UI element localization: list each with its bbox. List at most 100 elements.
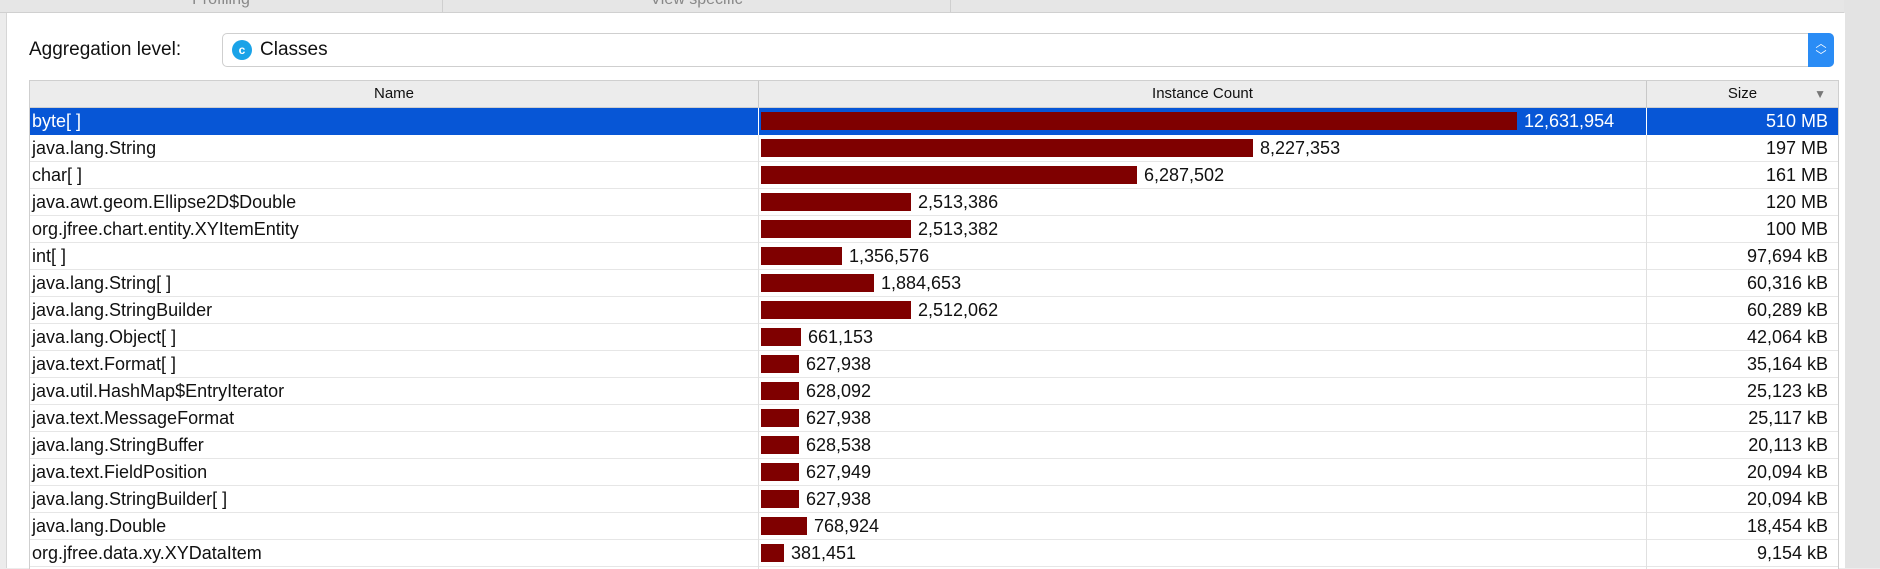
size-value: 20,094 kB — [1746, 462, 1828, 482]
instance-count-value: 627,938 — [806, 489, 872, 509]
column-header-instance-count[interactable]: Instance Count — [759, 81, 1647, 107]
instance-count-cell: 661,153 — [759, 324, 1647, 351]
table-row[interactable]: java.text.Format[ ] 627,938 35,164 kB — [30, 351, 1838, 378]
size-value: 60,289 kB — [1746, 300, 1828, 320]
aggregation-value: Classes — [260, 39, 328, 60]
class-name: java.text.Format[ ] — [30, 351, 759, 378]
size-value: 60,316 kB — [1746, 273, 1828, 293]
tab-profiling[interactable]: Profiling — [0, 0, 442, 9]
class-name: java.lang.Double — [30, 513, 759, 540]
table-row[interactable]: java.lang.StringBuilder[ ] 627,938 20,094 … — [30, 486, 1838, 513]
instance-count-cell: 1,884,653 — [759, 270, 1647, 297]
size-value: 197 MB — [1765, 138, 1828, 158]
class-name: byte[ ] — [30, 108, 759, 135]
instance-count-bar — [761, 490, 799, 508]
table-row[interactable]: java.lang.StringBuffer 628,538 20,113 kB — [30, 432, 1838, 459]
instance-count-cell: 8,227,353 — [759, 135, 1647, 162]
table-row[interactable]: java.text.FieldPosition 627,949 20,094 kB — [30, 459, 1838, 486]
class-name: org.jfree.data.xy.XYDataItem — [30, 540, 759, 567]
instance-count-cell: 2,513,382 — [759, 216, 1647, 243]
aggregation-label: Aggregation level: — [29, 39, 182, 60]
table-row[interactable]: char[ ] 6,287,502 161 MB — [30, 162, 1838, 189]
class-name: java.lang.StringBuffer — [30, 432, 759, 459]
class-name: java.text.MessageFormat — [30, 405, 759, 432]
class-name: java.lang.StringBuilder — [30, 297, 759, 324]
instance-count-bar — [761, 355, 799, 373]
table-row[interactable]: java.lang.String[ ] 1,884,653 60,316 kB — [30, 270, 1838, 297]
instance-count-cell: 381,451 — [759, 540, 1647, 567]
class-name: char[ ] — [30, 162, 759, 189]
instance-count-bar — [761, 463, 799, 481]
instance-count-cell: 627,938 — [759, 351, 1647, 378]
instance-count-value: 381,451 — [791, 543, 857, 563]
instance-count-bar — [761, 382, 799, 400]
class-name: org.jfree.chart.entity.XYItemEntity — [30, 216, 759, 243]
instance-count-bar — [761, 544, 784, 562]
column-label: Name — [373, 85, 414, 102]
table-header: Name Instance Count Size ▼ — [30, 81, 1838, 108]
instance-count-bar — [761, 193, 911, 211]
instance-count-cell: 627,949 — [759, 459, 1647, 486]
instance-count-value: 768,924 — [814, 516, 880, 536]
instance-count-cell: 2,512,062 — [759, 297, 1647, 324]
instance-count-bar — [761, 274, 874, 292]
instance-count-cell: 6,287,502 — [759, 162, 1647, 189]
tab-view-specific[interactable]: View specific — [443, 0, 950, 9]
instance-count-cell: 628,092 — [759, 378, 1647, 405]
instance-count-value: 627,949 — [806, 462, 872, 482]
table-row[interactable]: java.text.MessageFormat 627,938 25,117 kB — [30, 405, 1838, 432]
table-row[interactable]: java.lang.StringBuilder 2,512,062 60,289 k… — [30, 297, 1838, 324]
sort-descending-icon: ▼ — [1814, 87, 1826, 101]
instance-count-cell: 627,938 — [759, 486, 1647, 513]
table-row[interactable]: java.awt.geom.Ellipse2D$Double 2,513,386 1… — [30, 189, 1838, 216]
class-name: java.lang.String[ ] — [30, 270, 759, 297]
column-header-size[interactable]: Size ▼ — [1647, 81, 1838, 107]
instance-count-bar — [761, 409, 799, 427]
column-label: Instance Count — [1152, 85, 1253, 102]
instance-count-value: 627,938 — [806, 354, 872, 374]
instance-count-bar — [761, 112, 1517, 130]
instance-count-cell: 1,356,576 — [759, 243, 1647, 270]
table-row[interactable]: org.jfree.chart.entity.XYItemEntity 2,513… — [30, 216, 1838, 243]
column-header-name[interactable]: Name — [30, 81, 759, 107]
size-value: 20,113 kB — [1748, 435, 1828, 455]
instance-count-bar — [761, 220, 911, 238]
instance-count-cell: 12,631,954 — [759, 108, 1647, 135]
size-value: 42,064 kB — [1746, 327, 1828, 347]
size-value: 25,117 kB — [1748, 408, 1828, 428]
instance-count-value: 2,512,062 — [918, 300, 999, 320]
instance-count-value: 1,356,576 — [849, 246, 930, 266]
aggregation-level-select[interactable]: c Classes ︿ ﹀ — [222, 33, 1834, 67]
instance-count-bar — [761, 247, 842, 265]
instance-count-value: 1,884,653 — [881, 273, 962, 293]
table-row[interactable]: java.lang.Double 768,924 18,454 kB — [30, 513, 1838, 540]
classes-table: Name Instance Count Size ▼ byte[ ] 12,631,… — [29, 80, 1839, 569]
table-row[interactable]: java.lang.String 8,227,353 197 MB — [30, 135, 1838, 162]
instance-count-value: 8,227,353 — [1260, 138, 1341, 158]
class-name: int[ ] — [30, 243, 759, 270]
table-row[interactable]: java.util.HashMap$EntryIterator 628,092 25… — [30, 378, 1838, 405]
class-name: java.lang.StringBuilder[ ] — [30, 486, 759, 513]
table-row[interactable]: org.jfree.data.xy.XYDataItem 381,451 9,154… — [30, 540, 1838, 567]
instance-count-value: 2,513,382 — [918, 219, 999, 239]
table-row[interactable]: java.lang.Object[ ] 661,153 42,064 kB — [30, 324, 1838, 351]
class-name: java.util.HashMap$EntryIterator — [30, 378, 759, 405]
class-name: java.lang.Object[ ] — [30, 324, 759, 351]
chevron-up-down-icon[interactable]: ︿ ﹀ — [1808, 33, 1834, 67]
size-value: 510 MB — [1765, 111, 1828, 131]
instance-count-bar — [761, 517, 807, 535]
instance-count-value: 12,631,954 — [1524, 111, 1615, 131]
instance-count-bar — [761, 301, 911, 319]
instance-count-cell: 628,538 — [759, 432, 1647, 459]
instance-count-cell: 768,924 — [759, 513, 1647, 540]
size-value: 161 MB — [1765, 165, 1828, 185]
instance-count-bar — [761, 436, 799, 454]
size-value: 35,164 kB — [1746, 354, 1828, 374]
instance-count-value: 627,938 — [806, 408, 872, 428]
instance-count-cell: 2,513,386 — [759, 189, 1647, 216]
instance-count-value: 2,513,386 — [918, 192, 999, 212]
table-row[interactable]: byte[ ] 12,631,954 510 MB — [30, 108, 1838, 135]
tab-bar: Profiling View specific — [0, 0, 1844, 13]
table-row[interactable]: int[ ] 1,356,576 97,694 kB — [30, 243, 1838, 270]
instance-count-value: 6,287,502 — [1144, 165, 1225, 185]
